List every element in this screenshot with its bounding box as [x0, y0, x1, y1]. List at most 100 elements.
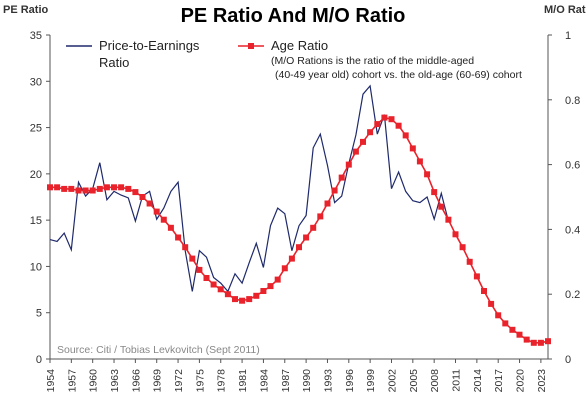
x-tick-label: 1972 — [173, 369, 185, 393]
age-ratio-point — [360, 138, 366, 145]
age-ratio-point — [431, 189, 438, 196]
age-ratio-point — [381, 114, 388, 121]
age-ratio-point — [473, 273, 480, 280]
age-ratio-point — [338, 174, 345, 181]
x-tick-label: 1963 — [109, 369, 121, 393]
x-tick-label: 1978 — [216, 369, 228, 393]
age-ratio-point — [253, 292, 260, 299]
y-right-tick-label: 0.6 — [565, 160, 580, 172]
age-ratio-point — [352, 148, 359, 155]
source-note: Source: Citi / Tobias Levkovitch (Sept 2… — [57, 344, 260, 356]
y-left-tick-label: 10 — [30, 261, 42, 273]
y-left-tick-label: 30 — [30, 76, 42, 88]
age-ratio-point — [68, 185, 75, 192]
age-ratio-point — [125, 185, 132, 192]
age-ratio-point — [132, 189, 139, 196]
age-ratio-point — [317, 213, 324, 220]
x-tick-label: 1990 — [301, 369, 313, 393]
age-ratio-point — [296, 244, 302, 251]
chart-title: PE Ratio And M/O Ratio — [181, 5, 406, 27]
x-tick-label: 1993 — [322, 369, 334, 393]
series-age-ratio — [47, 114, 551, 346]
age-ratio-point — [395, 122, 402, 129]
age-ratio-point — [103, 184, 110, 191]
y-right-tick-label: 0.2 — [565, 289, 580, 301]
age-ratio-point — [260, 288, 267, 294]
age-ratio-point — [189, 255, 196, 262]
age-ratio-point — [303, 234, 310, 241]
age-ratio-point — [54, 184, 61, 191]
age-ratio-point — [153, 208, 160, 215]
age-ratio-point — [89, 187, 96, 194]
age-ratio-point — [324, 200, 331, 207]
y-right-tick-label: 1 — [565, 30, 571, 42]
age-ratio-point — [409, 145, 416, 152]
x-tick-label: 1975 — [194, 369, 206, 393]
legend-age-label: Age Ratio — [271, 38, 328, 53]
age-ratio-point — [217, 286, 224, 293]
legend-note-line1: (M/O Rations is the ratio of the middle-… — [271, 55, 474, 67]
age-ratio-point — [267, 283, 274, 290]
x-tick-label: 2011 — [451, 369, 463, 392]
age-ratio-point — [488, 300, 495, 307]
age-ratio-point — [274, 276, 281, 283]
y-left-tick-label: 5 — [36, 308, 42, 320]
age-ratio-point — [118, 184, 125, 191]
age-ratio-point — [210, 281, 217, 288]
age-ratio-point — [47, 184, 53, 191]
age-ratio-point — [167, 224, 174, 231]
x-tick-label: 1999 — [365, 369, 377, 393]
y-left-tick-label: 0 — [36, 354, 42, 366]
age-ratio-point — [232, 296, 238, 303]
age-ratio-point — [459, 244, 466, 251]
age-ratio-point — [310, 224, 317, 231]
age-ratio-point — [146, 200, 153, 207]
x-tick-label: 2005 — [408, 369, 420, 393]
x-tick-label: 1981 — [237, 369, 249, 393]
age-ratio-point — [416, 158, 423, 165]
legend-pe-label-line2: Ratio — [99, 55, 129, 70]
age-ratio-point — [331, 187, 338, 194]
age-ratio-point — [175, 234, 182, 241]
age-ratio-point — [111, 184, 117, 191]
y-right-axis-label: M/O Rat — [544, 4, 586, 16]
y-left-tick-label: 20 — [30, 169, 42, 181]
age-ratio-point — [466, 258, 473, 265]
x-tick-label: 1984 — [258, 369, 270, 393]
age-ratio-point — [139, 194, 146, 200]
age-ratio-point — [523, 336, 530, 343]
y-right-tick-label: 0 — [565, 354, 571, 366]
x-tick-label: 1966 — [130, 369, 142, 393]
series-pe-ratio — [49, 84, 449, 293]
y-left-tick-label: 15 — [30, 215, 42, 227]
age-ratio-point — [203, 275, 210, 281]
y-right-ticks: 0 0.2 0.4 0.6 0.8 1 — [548, 30, 580, 366]
legend-note-line2: (40-49 year old) cohort vs. the old-age … — [275, 69, 522, 81]
x-tick-label: 2023 — [536, 369, 548, 393]
age-ratio-point — [160, 216, 167, 223]
y-left-tick-label: 25 — [30, 123, 42, 135]
x-tick-label: 2014 — [472, 369, 484, 393]
age-ratio-line — [50, 116, 549, 344]
plot-frame — [49, 35, 549, 360]
age-ratio-point — [224, 291, 231, 298]
legend-age-swatch-marker — [248, 43, 254, 49]
age-ratio-point — [345, 161, 352, 168]
age-ratio-point — [75, 187, 82, 194]
x-tick-label: 1960 — [88, 369, 100, 393]
x-tick-label: 2017 — [493, 369, 505, 393]
age-ratio-point — [545, 338, 551, 345]
age-ratio-point — [388, 116, 395, 123]
age-ratio-point — [182, 244, 189, 251]
age-ratio-point — [452, 231, 459, 238]
legend: Price-to-Earnings Ratio Age Ratio (M/O R… — [66, 38, 522, 81]
age-ratio-point — [374, 121, 381, 128]
age-ratio-point — [281, 265, 288, 272]
age-ratio-point — [61, 185, 68, 192]
x-tick-label: 1954 — [45, 369, 57, 393]
age-ratio-point — [288, 255, 295, 262]
age-ratio-point — [495, 312, 502, 319]
pe-ratio-line — [49, 84, 449, 293]
age-ratio-point — [196, 266, 203, 273]
x-tick-label: 2002 — [386, 369, 398, 393]
